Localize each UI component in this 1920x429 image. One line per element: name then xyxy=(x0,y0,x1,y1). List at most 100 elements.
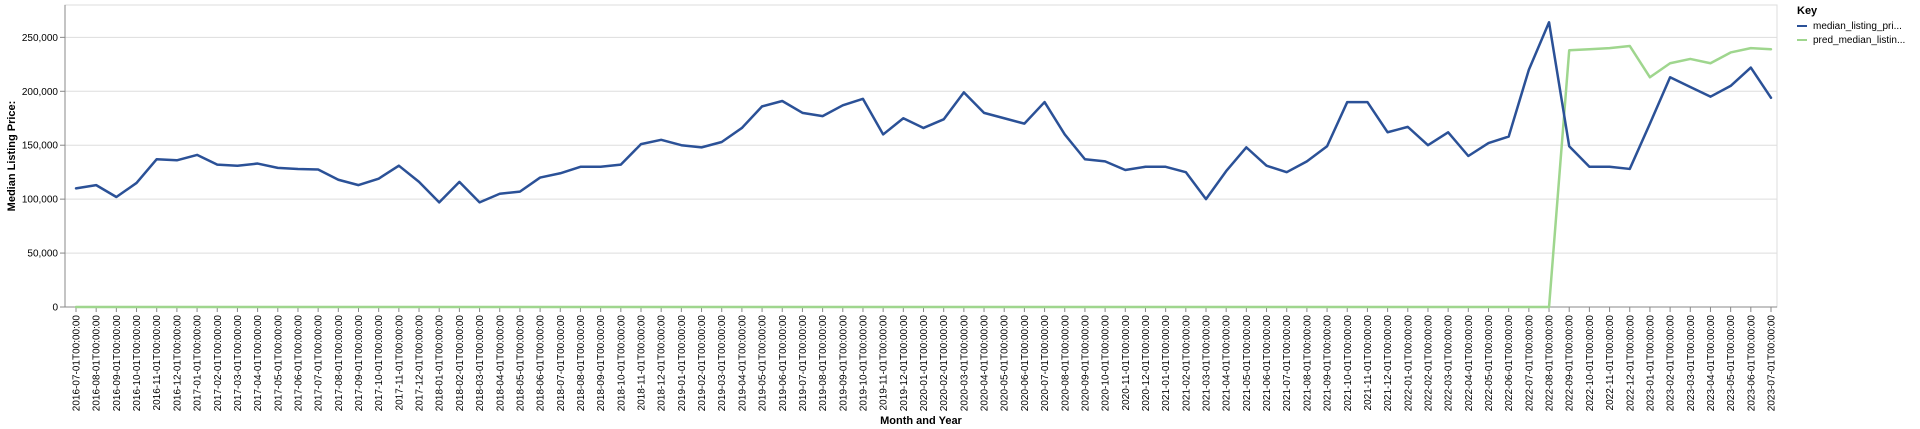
x-tick-label: 2020-03-01T00:00:00 xyxy=(959,315,970,412)
x-tick-label: 2016-10-01T00:00:00 xyxy=(132,315,143,412)
x-tick-label: 2022-07-01T00:00:00 xyxy=(1524,315,1535,412)
x-tick-label: 2021-10-01T00:00:00 xyxy=(1343,315,1354,412)
x-tick-label: 2018-01-01T00:00:00 xyxy=(435,315,446,412)
x-tick-label: 2023-03-01T00:00:00 xyxy=(1686,315,1697,412)
plot-frame-group xyxy=(64,4,1778,308)
x-tick-label: 2020-11-01T00:00:00 xyxy=(1121,315,1132,411)
x-tick-label: 2016-09-01T00:00:00 xyxy=(112,315,123,412)
x-tick-label: 2017-07-01T00:00:00 xyxy=(314,315,325,412)
x-tick-label: 2023-05-01T00:00:00 xyxy=(1726,315,1737,412)
x-tick-label: 2016-08-01T00:00:00 xyxy=(92,315,103,412)
x-tick-label: 2018-06-01T00:00:00 xyxy=(536,315,547,412)
x-tick-label: 2017-05-01T00:00:00 xyxy=(273,315,284,412)
x-tick-label: 2017-01-01T00:00:00 xyxy=(193,315,204,412)
x-tick-label: 2019-07-01T00:00:00 xyxy=(798,315,809,412)
x-tick-label: 2023-06-01T00:00:00 xyxy=(1746,315,1757,412)
x-tick-label: 2018-05-01T00:00:00 xyxy=(515,315,526,412)
x-tick-label: 2023-01-01T00:00:00 xyxy=(1645,315,1656,412)
x-tick-label: 2021-06-01T00:00:00 xyxy=(1262,315,1273,412)
x-tick-label: 2018-12-01T00:00:00 xyxy=(657,315,668,412)
legend-label-median-listing-price: median_listing_pri... xyxy=(1813,21,1902,32)
x-tick-label: 2017-03-01T00:00:00 xyxy=(233,315,244,412)
x-tick-label: 2022-09-01T00:00:00 xyxy=(1565,315,1576,412)
x-tick-label: 2016-11-01T00:00:00 xyxy=(152,315,163,411)
x-tick-label: 2023-04-01T00:00:00 xyxy=(1706,315,1717,412)
x-tick-label: 2022-06-01T00:00:00 xyxy=(1504,315,1515,412)
x-tick-label: 2017-09-01T00:00:00 xyxy=(354,315,365,412)
x-tick-label: 2022-02-01T00:00:00 xyxy=(1423,315,1434,412)
x-tick-label: 2020-02-01T00:00:00 xyxy=(939,315,950,412)
x-tick-label: 2017-08-01T00:00:00 xyxy=(334,315,345,412)
x-tick-label: 2023-07-01T00:00:00 xyxy=(1767,315,1778,412)
x-tick-label: 2019-03-01T00:00:00 xyxy=(717,315,728,412)
y-axis-title: Median Listing Price: xyxy=(6,101,18,212)
x-tick-label: 2018-10-01T00:00:00 xyxy=(616,315,627,412)
x-axis-title: Month and Year xyxy=(880,415,962,427)
x-tick-label: 2017-04-01T00:00:00 xyxy=(253,315,264,412)
x-tick-label: 2017-12-01T00:00:00 xyxy=(415,315,426,412)
x-tick-label: 2023-02-01T00:00:00 xyxy=(1666,315,1677,412)
x-tick-label: 2020-05-01T00:00:00 xyxy=(1000,315,1011,412)
x-tick-label: 2016-12-01T00:00:00 xyxy=(172,315,183,412)
x-tick-label: 2019-04-01T00:00:00 xyxy=(737,315,748,412)
x-tick-label: 2021-03-01T00:00:00 xyxy=(1202,315,1213,412)
x-tick-label: 2016-07-01T00:00:00 xyxy=(72,315,83,412)
x-tick-label: 2020-09-01T00:00:00 xyxy=(1080,315,1091,412)
x-tick-label: 2020-12-01T00:00:00 xyxy=(1141,315,1152,412)
x-tick-label: 2018-02-01T00:00:00 xyxy=(455,315,466,412)
x-tick-label: 2020-08-01T00:00:00 xyxy=(1060,315,1071,412)
x-tick-label: 2020-01-01T00:00:00 xyxy=(919,315,930,412)
x-tick-label: 2021-02-01T00:00:00 xyxy=(1181,315,1192,412)
x-tick-label: 2022-11-01T00:00:00 xyxy=(1605,315,1616,411)
x-tick-label: 2022-03-01T00:00:00 xyxy=(1444,315,1455,412)
x-tick-label: 2017-11-01T00:00:00 xyxy=(394,315,405,411)
y-tick-label: 50,000 xyxy=(27,249,58,260)
x-tick-label: 2018-03-01T00:00:00 xyxy=(475,315,486,412)
x-tick-label: 2018-08-01T00:00:00 xyxy=(576,315,587,412)
x-tick-label: 2022-04-01T00:00:00 xyxy=(1464,315,1475,412)
legend: Key median_listing_pri... pred_median_li… xyxy=(1797,5,1905,46)
x-tick-label: 2021-07-01T00:00:00 xyxy=(1282,315,1293,412)
x-tick-label: 2021-08-01T00:00:00 xyxy=(1302,315,1313,412)
x-tick-label: 2021-09-01T00:00:00 xyxy=(1323,315,1334,412)
x-tick-label: 2018-07-01T00:00:00 xyxy=(556,315,567,412)
x-tick-label: 2020-07-01T00:00:00 xyxy=(1040,315,1051,412)
y-tick-label: 100,000 xyxy=(22,195,59,206)
x-tick-label: 2021-04-01T00:00:00 xyxy=(1222,315,1233,412)
series-line-median-listing-price xyxy=(74,21,1773,204)
x-tick-label: 2019-11-01T00:00:00 xyxy=(879,315,890,411)
x-tick-label: 2019-05-01T00:00:00 xyxy=(758,315,769,412)
x-tick-label: 2019-10-01T00:00:00 xyxy=(858,315,869,412)
x-tick-label: 2022-01-01T00:00:00 xyxy=(1403,315,1414,412)
x-tick-label: 2018-04-01T00:00:00 xyxy=(495,315,506,412)
x-tick-label: 2019-06-01T00:00:00 xyxy=(778,315,789,412)
series-line-pred-median-listing xyxy=(74,44,1773,309)
y-axis: 0 50,000 100,000 150,000 200,000 250,000 xyxy=(22,5,66,314)
series-layer xyxy=(74,21,1773,309)
x-tick-label: 2020-06-01T00:00:00 xyxy=(1020,315,1031,412)
x-tick-label: 2022-10-01T00:00:00 xyxy=(1585,315,1596,412)
legend-title: Key xyxy=(1797,5,1818,17)
y-tick-label: 250,000 xyxy=(22,33,59,44)
x-tick-label: 2019-12-01T00:00:00 xyxy=(899,315,910,412)
plot-background xyxy=(64,4,1778,308)
x-tick-label: 2022-05-01T00:00:00 xyxy=(1484,315,1495,412)
x-tick-label: 2021-05-01T00:00:00 xyxy=(1242,315,1253,412)
x-tick-label: 2018-11-01T00:00:00 xyxy=(637,315,648,411)
x-axis: 2016-07-01T00:00:00 2016-08-01T00:00:00 20… xyxy=(65,306,1778,412)
y-tick-label: 150,000 xyxy=(22,141,59,152)
x-tick-label: 2019-01-01T00:00:00 xyxy=(677,315,688,412)
x-tick-label: 2019-08-01T00:00:00 xyxy=(818,315,829,412)
x-tick-label: 2018-09-01T00:00:00 xyxy=(596,315,607,412)
x-tick-label: 2019-02-01T00:00:00 xyxy=(697,315,708,412)
x-tick-label: 2021-12-01T00:00:00 xyxy=(1383,315,1394,412)
x-tick-label: 2017-06-01T00:00:00 xyxy=(293,315,304,412)
x-tick-label: 2020-04-01T00:00:00 xyxy=(980,315,991,412)
x-tick-label: 2022-12-01T00:00:00 xyxy=(1625,315,1636,412)
x-tick-label: 2019-09-01T00:00:00 xyxy=(838,315,849,412)
x-tick-label: 2017-10-01T00:00:00 xyxy=(374,315,385,412)
y-tick-label: 0 xyxy=(52,303,58,314)
x-tick-label: 2017-02-01T00:00:00 xyxy=(213,315,224,412)
legend-label-pred-median-listing: pred_median_listin... xyxy=(1813,35,1905,46)
